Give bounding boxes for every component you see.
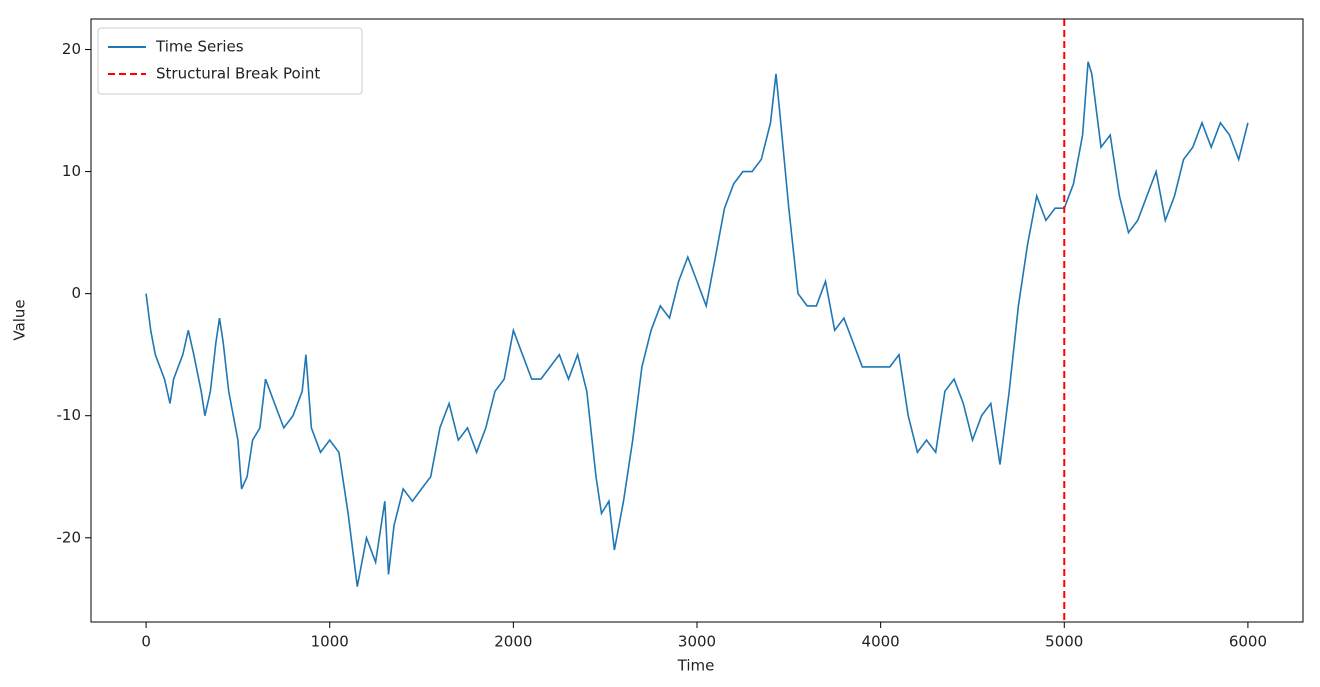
x-tick-label: 1000 [311, 633, 349, 651]
legend-label: Structural Break Point [156, 65, 320, 83]
x-tick-label: 2000 [494, 633, 532, 651]
plot-frame [90, 18, 1304, 623]
x-tick-label: 3000 [678, 633, 716, 651]
legend-box [97, 27, 363, 95]
x-tick-label: 5000 [1045, 633, 1083, 651]
y-tick-label: 10 [62, 162, 81, 180]
x-axis-label: Time [677, 657, 715, 675]
data-line [145, 61, 1249, 587]
y-axis-label: Value [11, 299, 29, 340]
x-tick-label: 0 [141, 633, 151, 651]
x-tick-label: 4000 [862, 633, 900, 651]
y-tick-label: 20 [62, 40, 81, 58]
y-tick-label: -10 [57, 406, 82, 424]
y-tick-label: -20 [57, 528, 82, 546]
legend-label: Time Series [155, 38, 244, 56]
x-tick-label: 6000 [1229, 633, 1267, 651]
y-tick-label: 0 [71, 284, 81, 302]
